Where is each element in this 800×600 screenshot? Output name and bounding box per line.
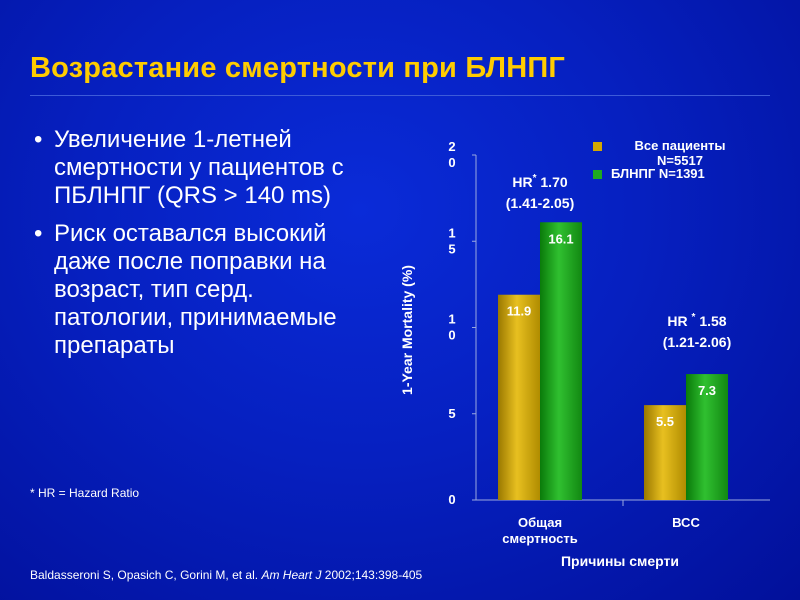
bar-value-label: 16.1: [548, 231, 573, 246]
citation: Baldasseroni S, Opasich C, Gorini M, et …: [30, 568, 422, 582]
citation-rest: 2002;143:398-405: [321, 568, 423, 582]
hr-ci-annotation: (1.21-2.06): [663, 334, 731, 350]
title-divider: [30, 95, 770, 96]
bar-value-label: 7.3: [698, 383, 716, 398]
bar-value-label: 5.5: [656, 414, 674, 429]
bar: [644, 405, 686, 500]
y-tick-label: 0: [448, 492, 455, 507]
x-tick-label: Общая смертность: [502, 515, 577, 546]
bullet-dot-icon: •: [34, 220, 43, 247]
chart-bars: [498, 222, 728, 500]
hr-annotation: HR* 1.70: [512, 173, 567, 190]
x-axis-label: Причины смерти: [561, 553, 679, 569]
bullet-text: Увеличение 1-летней смертности у пациент…: [54, 126, 344, 209]
bar-value-label: 11.9: [507, 304, 532, 319]
slide-title: Возрастание смертности при БЛНПГ: [30, 52, 566, 84]
bullet-item: • Риск оставался высокий даже после попр…: [32, 220, 367, 360]
legend-swatch: [593, 170, 602, 179]
x-tick-label: ВСС: [672, 515, 700, 530]
legend-label: Все пациенты N=5517: [634, 138, 725, 168]
citation-authors: Baldasseroni S, Opasich C, Gorini M, et …: [30, 568, 262, 582]
y-tick-label: 5: [448, 406, 455, 421]
legend-swatch: [593, 142, 602, 151]
bar: [540, 222, 582, 500]
bullet-list: • Увеличение 1-летней смертности у пацие…: [32, 126, 367, 370]
chart-labels: 11.9 16.1 Общая смертность 5.5 7.3 ВСС Причины …: [502, 173, 731, 569]
legend-label: БЛНПГ N=1391: [611, 166, 705, 181]
bullet-text: Риск оставался высокий даже после поправ…: [54, 220, 337, 359]
bar: [686, 374, 728, 500]
citation-journal: Am Heart J: [261, 568, 322, 582]
bullet-dot-icon: •: [34, 126, 43, 153]
hr-ci-annotation: (1.41-2.05): [506, 195, 574, 211]
bullet-item: • Увеличение 1-летней смертности у пацие…: [32, 126, 367, 210]
footnote: * HR = Hazard Ratio: [30, 486, 140, 500]
bar: [498, 294, 540, 500]
y-axis-label: 1-Year Mortality (%): [399, 265, 415, 395]
hr-annotation: HR * 1.58: [667, 312, 726, 329]
